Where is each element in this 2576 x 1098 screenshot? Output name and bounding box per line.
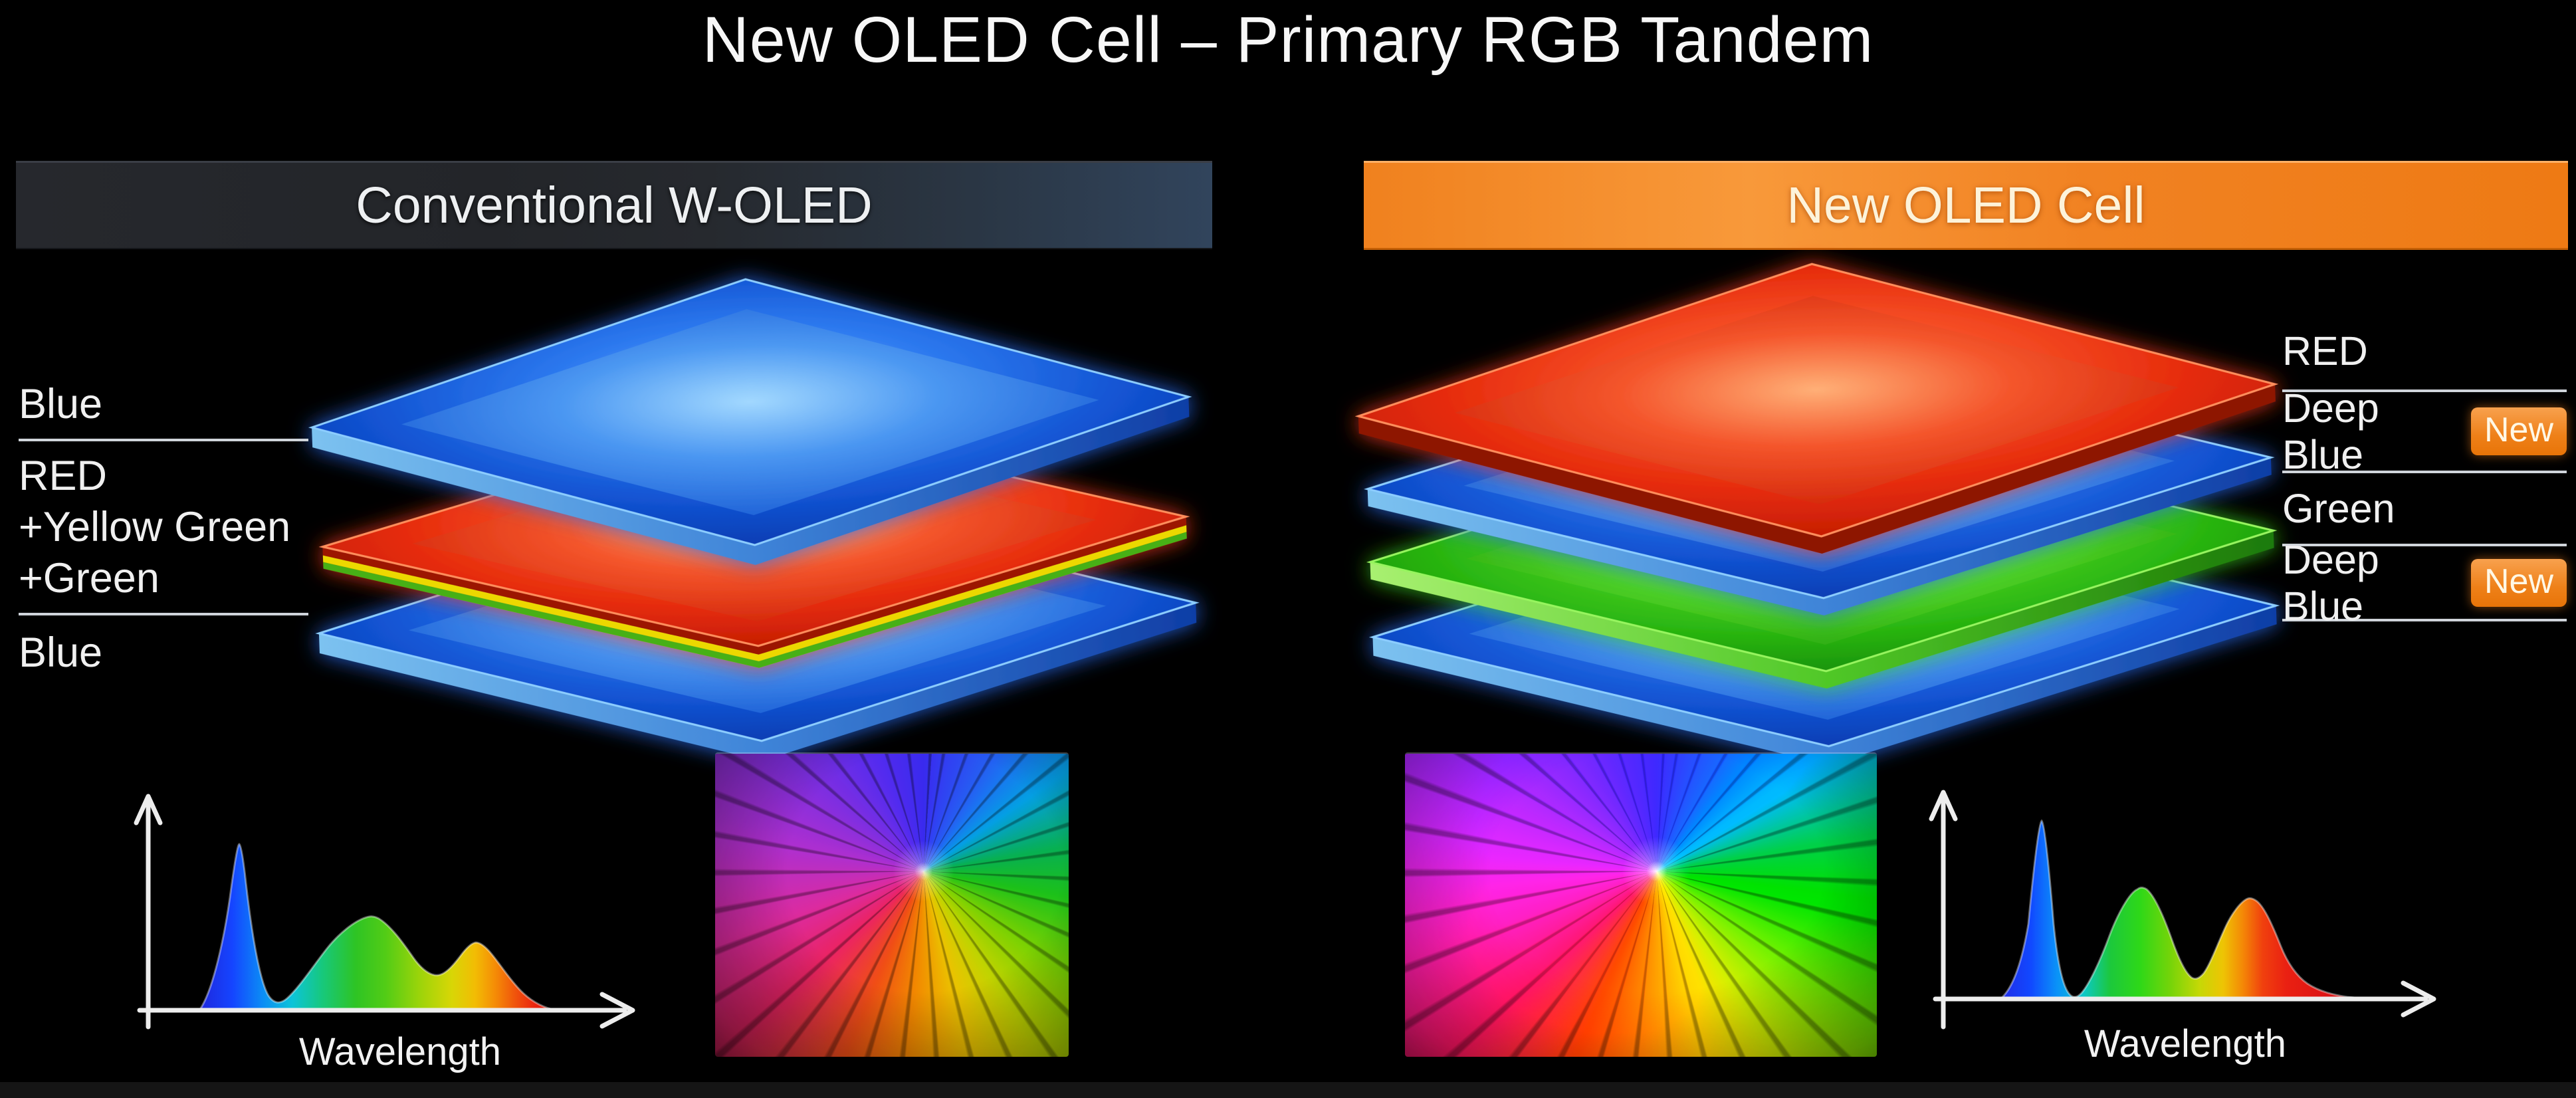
layer-label-red: RED xyxy=(2282,312,2567,392)
rainbow-flower-image xyxy=(715,754,1069,1057)
red-layer-top-plate xyxy=(1354,263,2279,554)
new-badge: New xyxy=(2470,407,2567,455)
wavelength-axis-label: Wavelength xyxy=(299,1030,501,1073)
layer-label-text: Deep Blue xyxy=(2282,385,2379,477)
layer-label-text: +Green xyxy=(19,554,160,602)
layer-label-text: RED xyxy=(2282,328,2368,374)
left-layer-labels: Blue RED +Yellow Green +Green Blue xyxy=(19,370,308,690)
rainbow-flower-image xyxy=(1405,754,1877,1057)
new-oled-stack-diagram xyxy=(1354,263,2280,765)
right-layer-labels: RED Deep Blue New Green Deep Blue New xyxy=(2282,312,2567,629)
layer-label-text: Deep Blue xyxy=(2282,536,2379,629)
photo-edge-strip xyxy=(0,1082,2576,1098)
right-panel-header: New OLED Cell xyxy=(1364,161,2568,250)
wavelength-axis-label: Wavelength xyxy=(2084,1022,2286,1065)
layer-label-text: +Yellow Green xyxy=(19,503,291,550)
layer-label-blue-bottom: Blue xyxy=(19,615,308,690)
new-badge: New xyxy=(2470,558,2567,607)
left-panel-header: Conventional W-OLED xyxy=(16,161,1212,249)
page-title: New OLED Cell – Primary RGB Tandem xyxy=(702,3,1874,76)
woled-stack-diagram xyxy=(308,278,1200,761)
blue-layer-top-plate xyxy=(308,278,1192,565)
woled-spectrum-chart: Wavelength xyxy=(134,794,635,1073)
new-oled-spectrum-chart: Wavelength xyxy=(1929,790,2436,1065)
layer-label-blue-top: Blue xyxy=(19,370,308,441)
right-panel-header-label: New OLED Cell xyxy=(1786,176,2145,234)
layer-label-deep-blue-1: Deep Blue New xyxy=(2282,385,2567,477)
spectrum-area xyxy=(199,844,562,1010)
chart-axes xyxy=(134,794,635,1030)
spectrum-outline xyxy=(2000,819,2373,1000)
spectrum-area xyxy=(2000,821,2373,999)
left-panel-header-label: Conventional W-OLED xyxy=(356,176,873,234)
layer-label-text: Green xyxy=(2282,486,2395,531)
spectrum-outline xyxy=(198,843,563,1012)
layer-label-text: Blue xyxy=(19,381,103,427)
woled-display-image xyxy=(715,752,1069,1057)
layer-label-text: Blue xyxy=(19,629,103,676)
layer-label-text: RED xyxy=(19,452,108,499)
layer-label-green: Green xyxy=(2282,473,2567,546)
layer-label-deep-blue-2: Deep Blue New xyxy=(2282,537,2567,629)
layer-label-red-yellowgreen-green: RED +Yellow Green +Green xyxy=(19,441,308,615)
chart-axes xyxy=(1929,790,2436,1030)
new-oled-display-image xyxy=(1405,752,1877,1057)
